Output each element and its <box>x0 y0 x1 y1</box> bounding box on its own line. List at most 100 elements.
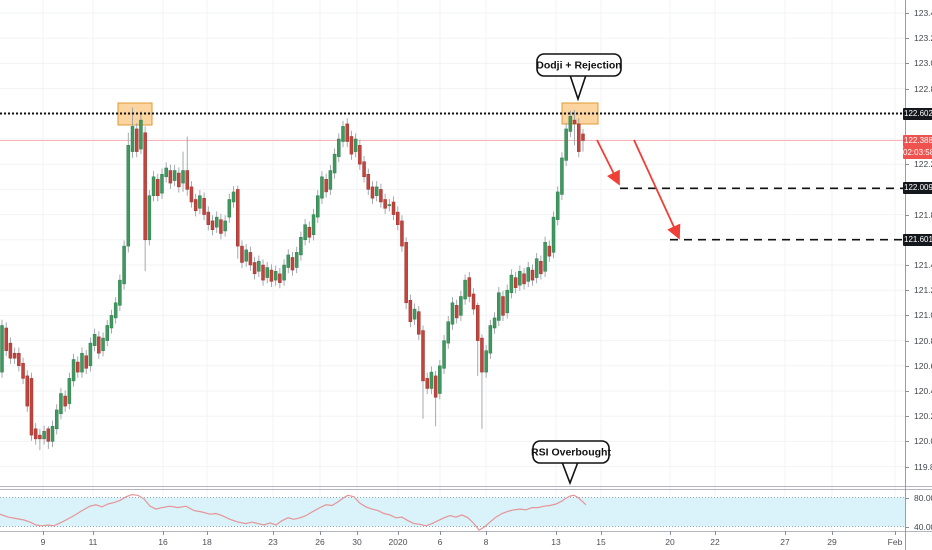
callout-text: Dodji + Rejection <box>536 60 621 72</box>
candle-down <box>370 186 375 199</box>
callout-bubble[interactable] <box>532 440 610 464</box>
price-tick-label: 121.800 <box>914 209 932 220</box>
callout-pointer <box>569 74 587 102</box>
candle-up <box>88 342 93 367</box>
candle-down <box>547 245 552 257</box>
axis-tick <box>905 214 909 216</box>
candle-down <box>358 145 362 165</box>
axis-tick <box>905 315 909 317</box>
candle-down <box>156 179 160 196</box>
price-axis-border <box>905 0 906 550</box>
axis-tick <box>905 13 909 14</box>
axis-tick <box>905 340 909 342</box>
candle-down <box>46 428 51 442</box>
axis-tick <box>832 531 833 535</box>
price-tick-label: 121.200 <box>914 285 932 296</box>
candle-up <box>341 126 345 142</box>
rsi-band <box>0 497 905 527</box>
candle-up <box>526 267 530 282</box>
axis-tick <box>320 531 321 535</box>
axis-tick <box>43 531 44 535</box>
candle-up <box>332 153 337 174</box>
candle-up <box>286 254 291 268</box>
time-axis-separator <box>0 531 932 532</box>
target-price-label[interactable]: 121.601 <box>903 233 932 246</box>
candle-down <box>143 132 147 241</box>
candle-up <box>198 195 202 209</box>
candle-up <box>543 242 547 272</box>
last-price-label[interactable]: 122.388 <box>903 134 932 147</box>
candle-down <box>395 211 400 225</box>
target-price-label[interactable]: 122.009 <box>903 182 932 195</box>
candle-up <box>214 216 219 228</box>
candle-down <box>202 197 206 215</box>
candle-up <box>257 260 261 272</box>
candle-down <box>475 305 480 341</box>
price-axis[interactable]: 123.400123.200123.000122.800122.600122.4… <box>903 0 932 550</box>
trend-arrow[interactable] <box>596 139 620 186</box>
price-tick-label: 119.800 <box>914 461 932 472</box>
candle-down <box>391 201 396 215</box>
candle-down <box>404 242 408 304</box>
candle-up <box>328 170 333 190</box>
candle-down <box>362 161 366 178</box>
candle-down <box>513 277 518 288</box>
candle-up <box>560 157 564 195</box>
axis-tick <box>905 164 909 166</box>
candle-up <box>450 302 455 325</box>
pane-separator-top[interactable] <box>0 486 932 487</box>
time-tick-label: 6 <box>437 537 443 547</box>
candle-down <box>530 269 535 281</box>
candle-up <box>273 271 278 281</box>
pane-separator-bottom[interactable] <box>0 489 932 490</box>
time-tick-label: 9 <box>40 537 46 547</box>
candle-up <box>518 271 522 286</box>
candle-up <box>50 426 55 442</box>
candle-down <box>539 260 543 275</box>
candle-up <box>54 409 59 430</box>
candle-down <box>480 337 484 373</box>
candle-up <box>227 199 232 218</box>
candle-down <box>366 174 371 190</box>
time-tick-label: 2020 <box>388 537 408 547</box>
candle-up <box>126 145 131 247</box>
candle-up <box>497 292 501 321</box>
candle-down <box>97 336 101 354</box>
candle-up <box>446 321 451 344</box>
candle-down <box>383 199 387 209</box>
candle-up <box>294 252 299 268</box>
axis-tick <box>905 290 909 292</box>
resistance-price-label[interactable]: 122.602 <box>903 107 932 120</box>
bar-countdown-label[interactable]: 02:03:58 <box>903 146 932 159</box>
price-tick-label: 123.000 <box>914 58 932 69</box>
candle-up <box>459 296 463 316</box>
price-tick-label: 123.400 <box>914 8 932 18</box>
axis-tick <box>905 88 909 90</box>
axis-tick <box>357 531 358 535</box>
candle-down <box>4 327 8 351</box>
trend-arrow[interactable] <box>633 139 681 240</box>
callout-bubble[interactable] <box>536 53 622 77</box>
time-tick-label: 23 <box>268 537 278 547</box>
candle-up <box>492 317 497 329</box>
candle-up <box>311 214 316 236</box>
axis-tick <box>905 265 909 266</box>
callout-pointer <box>561 461 579 486</box>
candle-down <box>471 293 476 310</box>
candle-up <box>353 138 358 152</box>
candle-up <box>509 274 514 293</box>
candle-down <box>240 245 244 263</box>
highlight-box[interactable] <box>117 102 153 126</box>
candle-down <box>12 352 17 359</box>
candle-down <box>261 264 265 281</box>
candle-up <box>564 128 568 161</box>
time-tick-label: 18 <box>202 537 212 547</box>
candle-up <box>172 170 177 181</box>
candle-up <box>223 220 227 232</box>
candle-up <box>101 337 105 351</box>
price-tick-label: 120.800 <box>914 335 932 346</box>
candle-up <box>551 216 556 253</box>
axis-tick <box>440 531 441 535</box>
